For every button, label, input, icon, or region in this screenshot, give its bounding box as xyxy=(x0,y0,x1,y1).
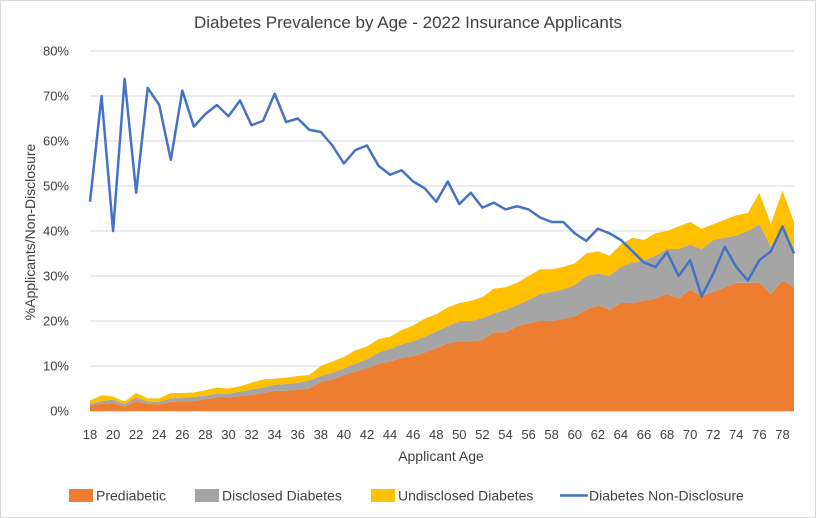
legend-label: Disclosed Diabetes xyxy=(222,488,342,504)
x-tick-label: 20 xyxy=(106,427,120,442)
x-tick-label: 66 xyxy=(637,427,651,442)
legend: Prediabetic Disclosed Diabetes Undisclosed… xyxy=(69,488,744,504)
y-axis-ticks: 0% 10% 20% 30% 40% 50% 60% 70% 80% xyxy=(43,44,69,419)
x-tick-label: 76 xyxy=(752,427,766,442)
legend-item: Undisclosed Diabetes xyxy=(371,488,533,504)
legend-item: Prediabetic xyxy=(69,488,166,504)
series-lines xyxy=(88,77,796,298)
x-tick-label: 42 xyxy=(360,427,374,442)
x-tick-label: 64 xyxy=(614,427,628,442)
legend-label: Diabetes Non-Disclosure xyxy=(589,488,744,504)
x-tick-label: 28 xyxy=(198,427,212,442)
x-tick-label: 40 xyxy=(337,427,351,442)
x-tick-label: 18 xyxy=(83,427,97,442)
x-tick-label: 78 xyxy=(775,427,789,442)
x-tick-label: 56 xyxy=(521,427,535,442)
x-tick-label: 26 xyxy=(175,427,189,442)
x-tick-label: 30 xyxy=(221,427,235,442)
y-tick-label: 60% xyxy=(43,134,69,149)
y-tick-label: 40% xyxy=(43,224,69,239)
x-tick-label: 46 xyxy=(406,427,420,442)
y-tick-label: 10% xyxy=(43,359,69,374)
x-tick-label: 60 xyxy=(567,427,581,442)
x-tick-label: 68 xyxy=(660,427,674,442)
legend-label: Prediabetic xyxy=(96,488,166,504)
legend-swatch xyxy=(69,489,93,502)
y-tick-label: 30% xyxy=(43,269,69,284)
x-tick-label: 50 xyxy=(452,427,466,442)
x-tick-label: 72 xyxy=(706,427,720,442)
x-tick-label: 34 xyxy=(267,427,281,442)
x-axis-label: Applicant Age xyxy=(398,448,484,464)
legend-item: Disclosed Diabetes xyxy=(195,488,342,504)
x-tick-label: 58 xyxy=(544,427,558,442)
y-axis-label: %Applicants/Non-Disclosure xyxy=(22,143,38,320)
x-tick-label: 22 xyxy=(129,427,143,442)
x-axis-ticks: 18 20 22 24 26 28 30 32 34 36 38 40 42 44 46 48 50 52 54 56… xyxy=(83,427,790,442)
legend-swatch xyxy=(371,489,395,502)
x-tick-label: 36 xyxy=(291,427,305,442)
line-diabetes-non-disclosure xyxy=(88,77,796,298)
stacked-areas xyxy=(90,190,794,411)
x-tick-label: 44 xyxy=(383,427,397,442)
x-tick-label: 24 xyxy=(152,427,166,442)
legend-item: Diabetes Non-Disclosure xyxy=(560,488,744,504)
x-tick-label: 74 xyxy=(729,427,743,442)
y-tick-label: 80% xyxy=(43,44,69,59)
x-tick-label: 48 xyxy=(429,427,443,442)
x-tick-label: 62 xyxy=(591,427,605,442)
x-tick-label: 32 xyxy=(244,427,258,442)
x-tick-label: 52 xyxy=(475,427,489,442)
chart-title: Diabetes Prevalence by Age - 2022 Insura… xyxy=(194,13,622,32)
area-disclosed-diabetes xyxy=(90,224,794,407)
legend-label: Undisclosed Diabetes xyxy=(398,488,533,504)
y-tick-label: 50% xyxy=(43,179,69,194)
x-tick-label: 38 xyxy=(314,427,328,442)
x-tick-label: 70 xyxy=(683,427,697,442)
gridlines xyxy=(90,50,794,412)
y-tick-label: 0% xyxy=(50,404,69,419)
y-tick-label: 70% xyxy=(43,89,69,104)
x-tick-label: 54 xyxy=(498,427,512,442)
y-tick-label: 20% xyxy=(43,314,69,329)
legend-swatch xyxy=(195,489,219,502)
